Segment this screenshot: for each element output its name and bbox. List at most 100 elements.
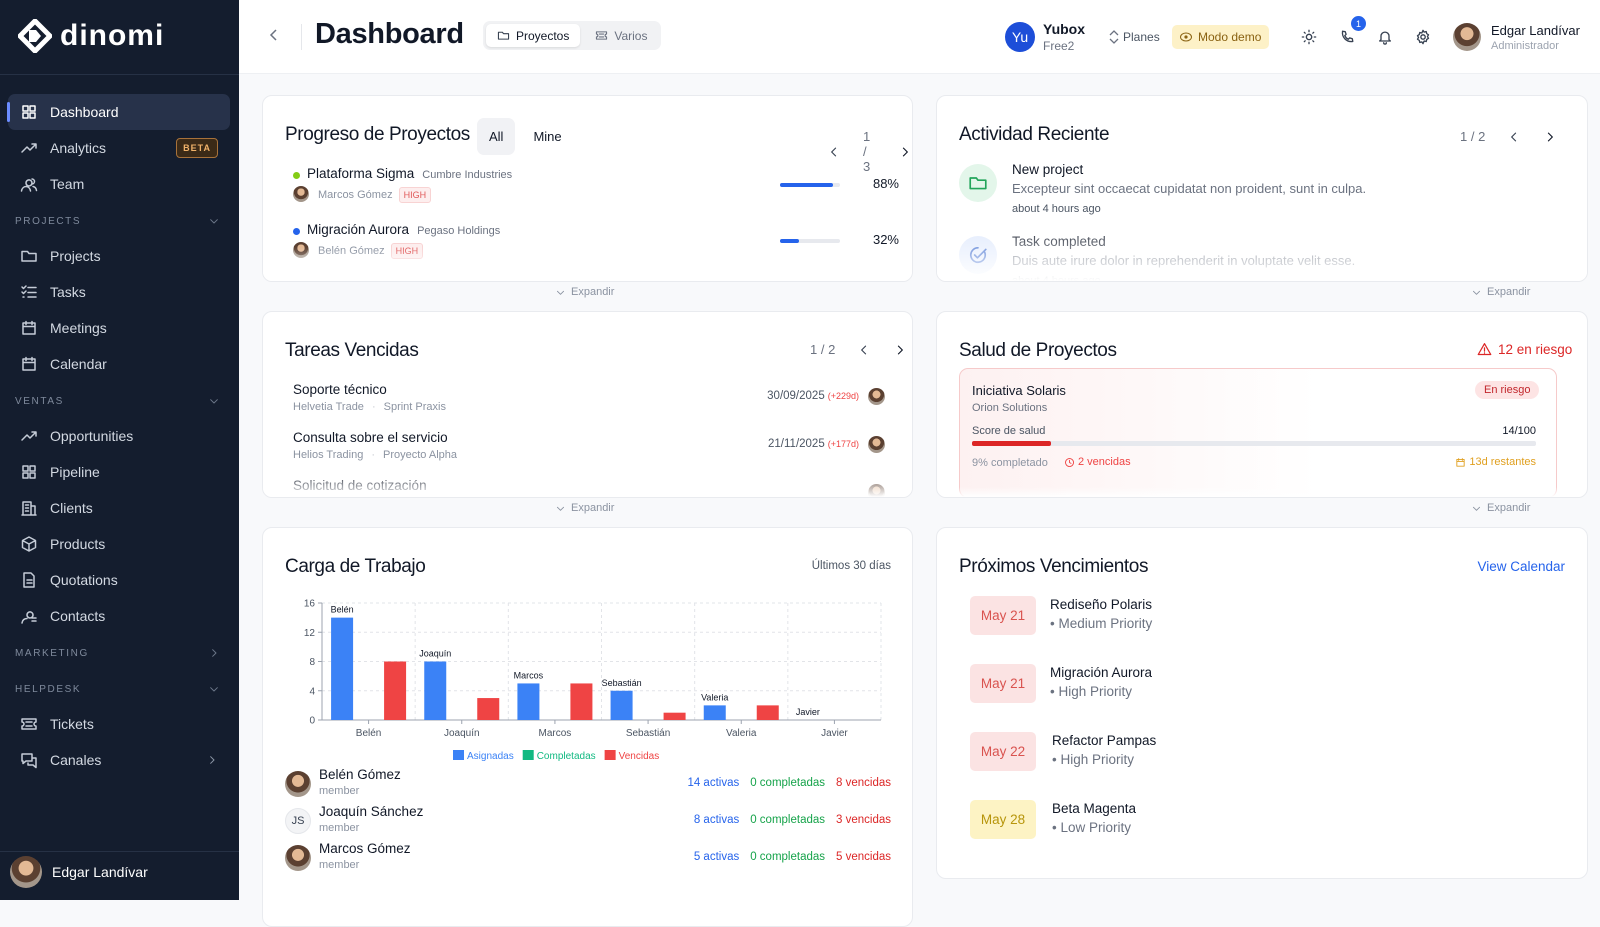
project-name: Migración Aurora <box>307 222 410 237</box>
task-project: Sprint Praxis <box>383 401 446 413</box>
icon[interactable] <box>827 145 841 159</box>
back-button[interactable] <box>267 28 281 42</box>
main: Dashboard Proyectos Varios Yu Yubox Free2 … <box>239 0 1600 927</box>
icon-shape <box>21 753 37 769</box>
nav-item[interactable]: Pipeline <box>8 454 230 490</box>
icon[interactable] <box>898 145 912 159</box>
divider <box>0 851 239 852</box>
filter[interactable]: Mine <box>533 129 562 144</box>
sidebar: dinomi Dashboard Analytics BETA Team PROJECT… <box>0 0 239 900</box>
nav-item[interactable]: Clients <box>8 490 230 526</box>
bar-label: Valeria <box>701 692 728 702</box>
nav-item[interactable]: Canales <box>8 742 230 778</box>
icon[interactable] <box>1507 130 1521 144</box>
nav-item[interactable]: Contacts <box>8 598 230 634</box>
avatar <box>868 436 885 453</box>
plans-link[interactable]: Planes <box>1123 30 1160 44</box>
icon-shape <box>210 756 215 764</box>
days-late: (+229d) <box>827 391 859 401</box>
icon-shape <box>1341 30 1354 43</box>
demo-badge[interactable]: Modo demo <box>1172 25 1270 49</box>
nav-item[interactable]: Products <box>8 526 230 562</box>
icon <box>21 285 37 298</box>
nav-label: Projects <box>50 248 101 264</box>
nav-label: Contacts <box>50 608 106 624</box>
nav-item[interactable]: Opportunities <box>8 418 230 454</box>
nav-label: Calendar <box>50 356 107 372</box>
expand-label: Expandir <box>571 286 615 298</box>
nav-item[interactable]: Meetings <box>8 310 230 346</box>
nav-item[interactable]: Calendar <box>8 346 230 382</box>
icon <box>21 501 37 516</box>
nav-section[interactable]: HELPDESK <box>8 672 230 706</box>
nav-item[interactable]: Quotations <box>8 562 230 598</box>
expand-button[interactable]: Expandir <box>555 286 614 298</box>
completed: 9% completado <box>972 457 1048 469</box>
icon <box>20 178 38 192</box>
brand[interactable]: dinomi <box>18 18 164 54</box>
user-name: Edgar Landívar <box>1491 22 1580 38</box>
remaining-label: 13d restantes <box>1469 456 1536 468</box>
task-date: 30/09/2025 (+229d) <box>703 390 859 402</box>
risk-count: 12 en riesgo <box>1477 342 1572 357</box>
user-menu[interactable]: Edgar Landívar Administrador <box>1453 0 1580 74</box>
task-title: Soporte técnico <box>293 382 387 397</box>
icon <box>21 611 37 624</box>
project-client: Cumbre Industries <box>422 169 513 181</box>
icon <box>969 177 987 190</box>
nav-item[interactable]: Tasks <box>8 274 230 310</box>
org-switcher[interactable]: Yu Yubox Free2 <box>1005 0 1121 74</box>
icon <box>497 31 510 40</box>
fade <box>937 487 1587 497</box>
nav-section[interactable]: PROJECTS <box>8 204 230 238</box>
icon-shape <box>210 687 218 692</box>
bar-label: Javier <box>796 707 820 717</box>
date-chip: May 28 <box>970 800 1036 839</box>
expand-button[interactable]: Expandir <box>1471 286 1530 298</box>
filter[interactable]: All <box>477 118 516 155</box>
tab[interactable]: Proyectos <box>486 24 581 47</box>
y-tick-label: 16 <box>304 599 316 610</box>
tab[interactable]: Varios <box>584 24 658 47</box>
fade <box>937 237 1587 281</box>
bar <box>477 698 500 720</box>
nav-label: Quotations <box>50 572 118 588</box>
nav-item[interactable]: Analytics BETA <box>8 130 230 166</box>
nav-item[interactable]: Dashboard <box>7 94 230 130</box>
icon <box>1065 457 1074 467</box>
due-priority: • High Priority <box>1052 752 1134 767</box>
calendar-link[interactable]: View Calendar <box>1477 559 1565 574</box>
icon <box>21 718 37 730</box>
icon[interactable] <box>1415 29 1431 45</box>
date-chip: May 21 <box>970 596 1036 635</box>
nav-item[interactable]: Tickets <box>8 706 230 742</box>
expand-button[interactable]: Expandir <box>1471 502 1530 514</box>
overdue-label: 2 vencidas <box>1078 456 1131 468</box>
sidebar-user[interactable]: Edgar Landívar <box>10 856 148 888</box>
nav-item[interactable]: Team <box>8 166 230 202</box>
nav-label: Opportunities <box>50 428 134 444</box>
risk-label: 12 en riesgo <box>1498 342 1573 357</box>
legend-swatch <box>604 750 616 760</box>
nav-item[interactable]: Projects <box>8 238 230 274</box>
nav-label: Analytics <box>50 140 107 156</box>
legend-label: Vencidas <box>619 751 660 762</box>
icon[interactable] <box>857 343 871 357</box>
icon <box>1472 290 1481 295</box>
logo <box>18 19 52 53</box>
icon[interactable] <box>1301 29 1317 45</box>
activity-title: New project <box>1012 162 1084 177</box>
y-tick-label: 8 <box>309 657 315 668</box>
progress-percent: 88% <box>872 176 899 191</box>
expand-button[interactable]: Expandir <box>555 502 614 514</box>
icon <box>23 572 35 588</box>
health-card: Salud de Proyectos 12 en riesgo Iniciativa… <box>936 311 1588 498</box>
nav-section[interactable]: VENTAS <box>8 384 230 418</box>
icon[interactable] <box>1377 29 1393 45</box>
icon[interactable] <box>1543 130 1557 144</box>
icon-shape <box>1548 132 1554 141</box>
icon[interactable] <box>893 343 907 357</box>
icon[interactable] <box>1339 29 1355 45</box>
nav-section[interactable]: MARKETING <box>8 636 230 670</box>
